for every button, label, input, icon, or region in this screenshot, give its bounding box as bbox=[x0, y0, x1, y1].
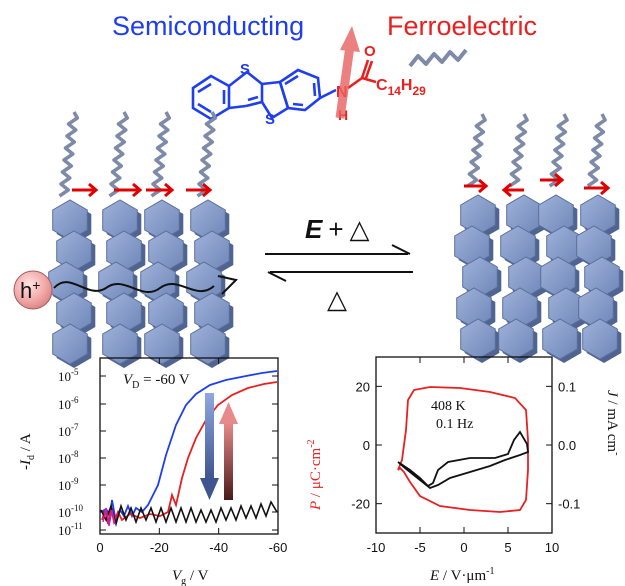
pe-ylabel-right: J / mA cm- bbox=[604, 390, 622, 455]
sulfur-bottom: S bbox=[265, 111, 275, 128]
pe-ylabel-left: P / μC·cm-2 bbox=[306, 439, 324, 511]
y-tick-label: 10-7 bbox=[58, 422, 79, 439]
hexagon-unit bbox=[52, 323, 88, 365]
pe-loop-plot: -10 -5 0 5 10 20 0 -20 0.1 0.0 -0.1 408 K 0.1 Hz P… bbox=[306, 356, 622, 584]
drain-voltage-label: VD = -60 V bbox=[123, 372, 190, 391]
molecular-column bbox=[454, 194, 502, 363]
y-tick-label: 10-6 bbox=[58, 395, 79, 412]
hole-transport-arrowhead bbox=[217, 275, 238, 295]
transfer-xlabel: Vg / V bbox=[172, 568, 209, 586]
x-tick-label: -60 bbox=[269, 540, 288, 555]
current-loop bbox=[397, 430, 529, 490]
frequency-label: 0.1 Hz bbox=[436, 417, 473, 432]
y-tick-label: 10-11 bbox=[58, 521, 83, 538]
on-switch-arrow bbox=[219, 402, 238, 500]
left-y-tick-label: 20 bbox=[356, 379, 370, 394]
x-tick-label: -5 bbox=[414, 540, 426, 555]
hexagon-unit bbox=[144, 323, 180, 365]
forward-condition: E + △ bbox=[305, 214, 370, 244]
hexagon-unit bbox=[102, 323, 138, 365]
alkyl-chain bbox=[586, 113, 607, 188]
x-tick-label: 0 bbox=[96, 540, 103, 555]
ordered-stack bbox=[48, 111, 234, 368]
x-tick-label: 10 bbox=[545, 540, 559, 555]
x-tick-label: -40 bbox=[209, 540, 228, 555]
pe-xlabel: E / V·μm-1 bbox=[429, 566, 494, 584]
x-tick-label: 0 bbox=[460, 540, 467, 555]
backward-condition: △ bbox=[327, 284, 347, 314]
sulfur-top: S bbox=[240, 61, 250, 78]
alkyl-chain bbox=[466, 113, 487, 188]
amide-group bbox=[347, 59, 377, 90]
x-tick-label: -20 bbox=[150, 540, 169, 555]
hexagon-unit bbox=[498, 318, 534, 360]
hexagon-unit bbox=[582, 318, 618, 360]
molecular-column bbox=[186, 199, 234, 368]
right-y-tick-label: -0.1 bbox=[558, 497, 580, 512]
alkyl-chain-wave bbox=[408, 48, 468, 68]
hole-transport-path bbox=[53, 281, 215, 294]
alkyl-chain bbox=[150, 111, 172, 198]
left-y-tick-label: -20 bbox=[351, 497, 370, 512]
dipole-arrow-large bbox=[335, 26, 360, 119]
dipole-arrow bbox=[464, 178, 489, 194]
transfer-plot-ticks bbox=[99, 358, 279, 534]
polarization-loop bbox=[397, 386, 529, 513]
molecular-column bbox=[498, 194, 548, 363]
dipole-arrow bbox=[72, 182, 99, 198]
hexagon-unit bbox=[460, 318, 496, 360]
molecule-structure: S S N H O C14H29 bbox=[191, 26, 468, 128]
temperature-label: 408 K bbox=[431, 399, 466, 414]
alkyl-chain bbox=[508, 113, 529, 188]
transfer-plot-frame bbox=[99, 357, 279, 535]
svg-text:h+: h+ bbox=[20, 277, 40, 303]
equilibrium-arrows bbox=[265, 244, 413, 282]
transfer-curve-magenta bbox=[102, 507, 116, 527]
dipole-arrow bbox=[186, 182, 213, 198]
alkyl-chain bbox=[58, 111, 80, 198]
semiconducting-label: Semiconducting bbox=[112, 11, 304, 41]
molecular-column bbox=[576, 194, 624, 363]
y-tick-label: 10-10 bbox=[58, 503, 83, 520]
pe-plot-frame bbox=[375, 356, 553, 534]
y-tick-label: 10-8 bbox=[58, 449, 79, 466]
transfer-curve-reverse bbox=[101, 381, 278, 526]
hexagon-unit bbox=[190, 323, 226, 365]
pe-plot-ticks bbox=[375, 357, 553, 533]
hole-carrier: h+ bbox=[13, 270, 53, 310]
x-tick-label: 5 bbox=[504, 540, 511, 555]
left-y-tick-label: 0 bbox=[363, 438, 370, 453]
molecular-column bbox=[140, 199, 188, 368]
right-y-tick-label: 0.1 bbox=[558, 379, 576, 394]
ferroelectric-label: Ferroelectric bbox=[387, 11, 537, 41]
pe-plot-tick-labels: -10 -5 0 5 10 20 0 -20 0.1 0.0 -0.1 bbox=[351, 379, 580, 555]
hexagon-unit bbox=[542, 318, 578, 360]
off-switch-arrow bbox=[200, 393, 219, 500]
y-tick-label: 10-9 bbox=[58, 476, 79, 493]
transfer-ylabel: -Id / A bbox=[18, 433, 37, 470]
alkyl-chain bbox=[548, 113, 569, 188]
y-tick-label: 10-5 bbox=[58, 367, 79, 384]
dipole-arrow bbox=[540, 172, 565, 188]
transfer-curve-offcurrent bbox=[100, 500, 278, 527]
dipole-arrow bbox=[146, 182, 175, 198]
dipole-arrow bbox=[114, 182, 143, 198]
alkyl-chain bbox=[196, 111, 218, 198]
alkyl-chain-formula: C14H29 bbox=[376, 77, 426, 98]
dipole-arrow bbox=[501, 182, 524, 198]
alkyl-chain bbox=[108, 111, 130, 198]
molecular-column bbox=[538, 194, 588, 363]
oxygen-atom: O bbox=[364, 43, 376, 60]
dipole-arrow bbox=[584, 180, 611, 196]
x-tick-label: -10 bbox=[367, 540, 386, 555]
right-y-tick-label: 0.0 bbox=[558, 438, 576, 453]
btbt-core bbox=[191, 68, 337, 121]
transfer-curve-forward bbox=[100, 370, 278, 523]
disordered-stack bbox=[454, 113, 624, 363]
